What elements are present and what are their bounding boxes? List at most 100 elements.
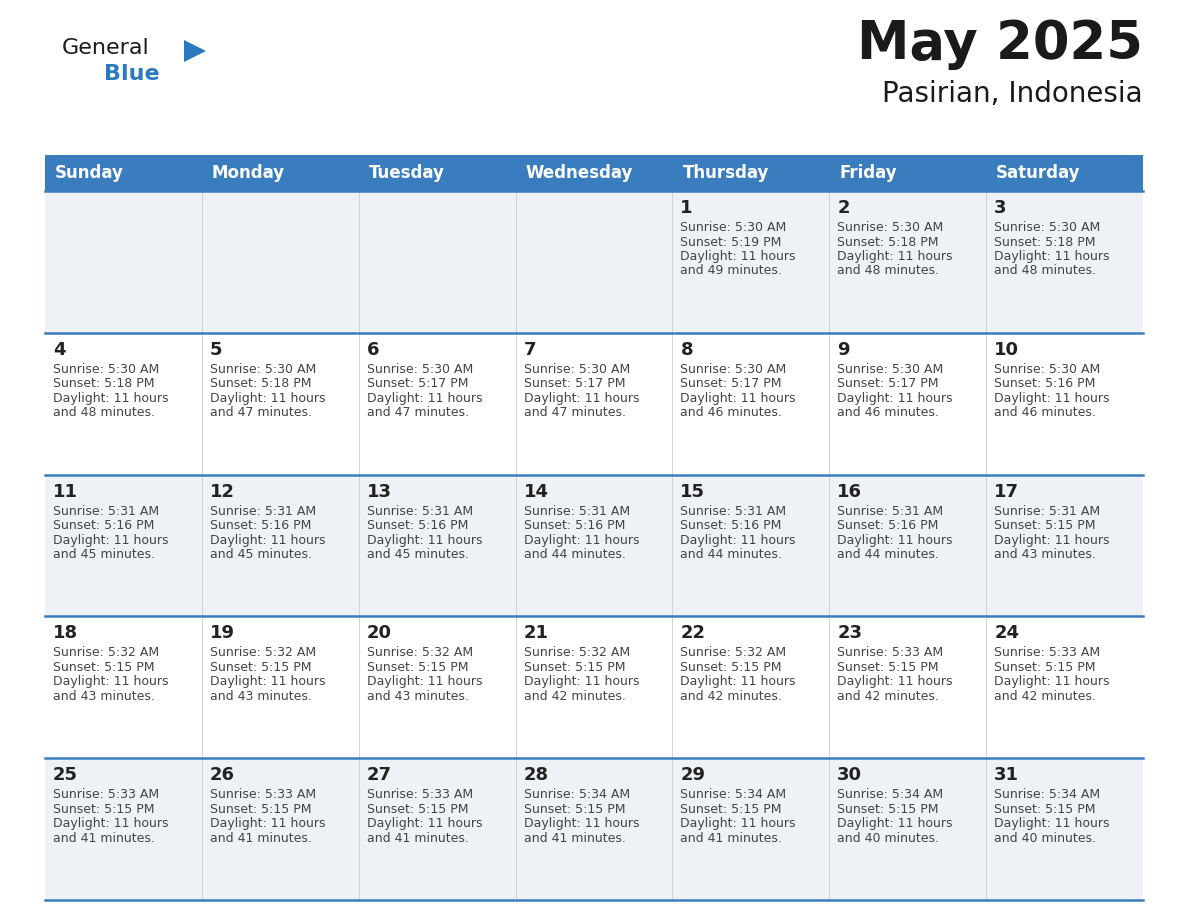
- Text: Sunday: Sunday: [55, 164, 124, 182]
- Text: Daylight: 11 hours: Daylight: 11 hours: [838, 533, 953, 546]
- Text: Sunset: 5:15 PM: Sunset: 5:15 PM: [838, 802, 939, 816]
- Text: Daylight: 11 hours: Daylight: 11 hours: [524, 392, 639, 405]
- Text: Daylight: 11 hours: Daylight: 11 hours: [681, 676, 796, 688]
- Text: Sunrise: 5:31 AM: Sunrise: 5:31 AM: [210, 505, 316, 518]
- Text: and 42 minutes.: and 42 minutes.: [524, 690, 625, 703]
- Text: Sunset: 5:16 PM: Sunset: 5:16 PM: [367, 519, 468, 532]
- Text: and 40 minutes.: and 40 minutes.: [838, 832, 940, 845]
- Text: Daylight: 11 hours: Daylight: 11 hours: [994, 250, 1110, 263]
- Text: Sunset: 5:16 PM: Sunset: 5:16 PM: [994, 377, 1095, 390]
- Text: and 44 minutes.: and 44 minutes.: [681, 548, 783, 561]
- Text: 4: 4: [53, 341, 65, 359]
- Text: and 41 minutes.: and 41 minutes.: [524, 832, 625, 845]
- Text: Daylight: 11 hours: Daylight: 11 hours: [53, 533, 169, 546]
- Text: Sunset: 5:15 PM: Sunset: 5:15 PM: [367, 802, 468, 816]
- Text: Sunset: 5:16 PM: Sunset: 5:16 PM: [210, 519, 311, 532]
- Text: Sunset: 5:15 PM: Sunset: 5:15 PM: [681, 802, 782, 816]
- Text: Sunrise: 5:31 AM: Sunrise: 5:31 AM: [838, 505, 943, 518]
- Text: and 46 minutes.: and 46 minutes.: [681, 407, 783, 420]
- Text: Saturday: Saturday: [997, 164, 1081, 182]
- Text: Daylight: 11 hours: Daylight: 11 hours: [210, 817, 326, 830]
- Text: 1: 1: [681, 199, 693, 217]
- Text: Sunrise: 5:30 AM: Sunrise: 5:30 AM: [681, 221, 786, 234]
- Text: 28: 28: [524, 767, 549, 784]
- Text: Sunset: 5:15 PM: Sunset: 5:15 PM: [681, 661, 782, 674]
- Text: Sunrise: 5:32 AM: Sunrise: 5:32 AM: [367, 646, 473, 659]
- Text: and 41 minutes.: and 41 minutes.: [210, 832, 311, 845]
- Text: and 43 minutes.: and 43 minutes.: [53, 690, 154, 703]
- Text: Daylight: 11 hours: Daylight: 11 hours: [53, 392, 169, 405]
- Text: Sunrise: 5:30 AM: Sunrise: 5:30 AM: [681, 363, 786, 375]
- Text: and 41 minutes.: and 41 minutes.: [681, 832, 783, 845]
- Text: Sunrise: 5:33 AM: Sunrise: 5:33 AM: [210, 789, 316, 801]
- Text: Wednesday: Wednesday: [525, 164, 633, 182]
- Polygon shape: [184, 40, 206, 62]
- Text: Sunset: 5:15 PM: Sunset: 5:15 PM: [524, 802, 625, 816]
- Text: Sunset: 5:17 PM: Sunset: 5:17 PM: [524, 377, 625, 390]
- Text: Sunrise: 5:34 AM: Sunrise: 5:34 AM: [681, 789, 786, 801]
- Text: Daylight: 11 hours: Daylight: 11 hours: [53, 817, 169, 830]
- Text: Sunset: 5:15 PM: Sunset: 5:15 PM: [210, 802, 311, 816]
- Text: and 44 minutes.: and 44 minutes.: [524, 548, 625, 561]
- Text: Sunrise: 5:32 AM: Sunrise: 5:32 AM: [210, 646, 316, 659]
- Text: 27: 27: [367, 767, 392, 784]
- Text: and 43 minutes.: and 43 minutes.: [210, 690, 311, 703]
- Text: Sunset: 5:15 PM: Sunset: 5:15 PM: [367, 661, 468, 674]
- Text: 31: 31: [994, 767, 1019, 784]
- Text: and 47 minutes.: and 47 minutes.: [524, 407, 626, 420]
- Text: Daylight: 11 hours: Daylight: 11 hours: [681, 817, 796, 830]
- Text: 15: 15: [681, 483, 706, 500]
- Text: Sunrise: 5:34 AM: Sunrise: 5:34 AM: [994, 789, 1100, 801]
- Text: Daylight: 11 hours: Daylight: 11 hours: [838, 676, 953, 688]
- Text: Sunrise: 5:30 AM: Sunrise: 5:30 AM: [838, 363, 943, 375]
- Text: Sunrise: 5:33 AM: Sunrise: 5:33 AM: [367, 789, 473, 801]
- Text: Sunrise: 5:30 AM: Sunrise: 5:30 AM: [53, 363, 159, 375]
- Text: Daylight: 11 hours: Daylight: 11 hours: [994, 533, 1110, 546]
- Text: and 45 minutes.: and 45 minutes.: [210, 548, 312, 561]
- Text: Sunset: 5:16 PM: Sunset: 5:16 PM: [53, 519, 154, 532]
- Text: Daylight: 11 hours: Daylight: 11 hours: [367, 392, 482, 405]
- Text: Daylight: 11 hours: Daylight: 11 hours: [994, 817, 1110, 830]
- Text: Sunset: 5:15 PM: Sunset: 5:15 PM: [524, 661, 625, 674]
- Text: Daylight: 11 hours: Daylight: 11 hours: [210, 392, 326, 405]
- Text: Daylight: 11 hours: Daylight: 11 hours: [53, 676, 169, 688]
- Text: Sunrise: 5:33 AM: Sunrise: 5:33 AM: [838, 646, 943, 659]
- Text: Daylight: 11 hours: Daylight: 11 hours: [210, 533, 326, 546]
- Text: Sunset: 5:15 PM: Sunset: 5:15 PM: [53, 802, 154, 816]
- Text: Daylight: 11 hours: Daylight: 11 hours: [994, 392, 1110, 405]
- Text: Daylight: 11 hours: Daylight: 11 hours: [838, 250, 953, 263]
- Text: and 48 minutes.: and 48 minutes.: [994, 264, 1097, 277]
- Text: Sunrise: 5:33 AM: Sunrise: 5:33 AM: [53, 789, 159, 801]
- Text: Sunset: 5:15 PM: Sunset: 5:15 PM: [994, 661, 1095, 674]
- Text: Sunrise: 5:30 AM: Sunrise: 5:30 AM: [994, 221, 1100, 234]
- Text: and 41 minutes.: and 41 minutes.: [53, 832, 154, 845]
- Text: Daylight: 11 hours: Daylight: 11 hours: [524, 533, 639, 546]
- Text: Sunrise: 5:30 AM: Sunrise: 5:30 AM: [367, 363, 473, 375]
- Text: 3: 3: [994, 199, 1006, 217]
- Text: and 45 minutes.: and 45 minutes.: [367, 548, 469, 561]
- Text: Sunrise: 5:30 AM: Sunrise: 5:30 AM: [994, 363, 1100, 375]
- Text: 6: 6: [367, 341, 379, 359]
- Text: May 2025: May 2025: [857, 18, 1143, 70]
- Text: Sunset: 5:18 PM: Sunset: 5:18 PM: [53, 377, 154, 390]
- Text: 14: 14: [524, 483, 549, 500]
- Text: Sunset: 5:15 PM: Sunset: 5:15 PM: [53, 661, 154, 674]
- Text: and 42 minutes.: and 42 minutes.: [681, 690, 783, 703]
- Text: Daylight: 11 hours: Daylight: 11 hours: [524, 676, 639, 688]
- Text: 9: 9: [838, 341, 849, 359]
- Text: Sunset: 5:15 PM: Sunset: 5:15 PM: [994, 519, 1095, 532]
- Text: Sunset: 5:15 PM: Sunset: 5:15 PM: [838, 661, 939, 674]
- Text: Daylight: 11 hours: Daylight: 11 hours: [994, 676, 1110, 688]
- Text: and 49 minutes.: and 49 minutes.: [681, 264, 783, 277]
- Text: Sunrise: 5:31 AM: Sunrise: 5:31 AM: [53, 505, 159, 518]
- Text: Pasirian, Indonesia: Pasirian, Indonesia: [883, 80, 1143, 108]
- Text: Monday: Monday: [211, 164, 285, 182]
- Text: 19: 19: [210, 624, 235, 643]
- Text: Sunset: 5:16 PM: Sunset: 5:16 PM: [524, 519, 625, 532]
- Text: Daylight: 11 hours: Daylight: 11 hours: [367, 817, 482, 830]
- Text: 12: 12: [210, 483, 235, 500]
- Text: Sunrise: 5:33 AM: Sunrise: 5:33 AM: [994, 646, 1100, 659]
- Text: Sunrise: 5:31 AM: Sunrise: 5:31 AM: [994, 505, 1100, 518]
- Text: Blue: Blue: [105, 64, 159, 84]
- Text: 7: 7: [524, 341, 536, 359]
